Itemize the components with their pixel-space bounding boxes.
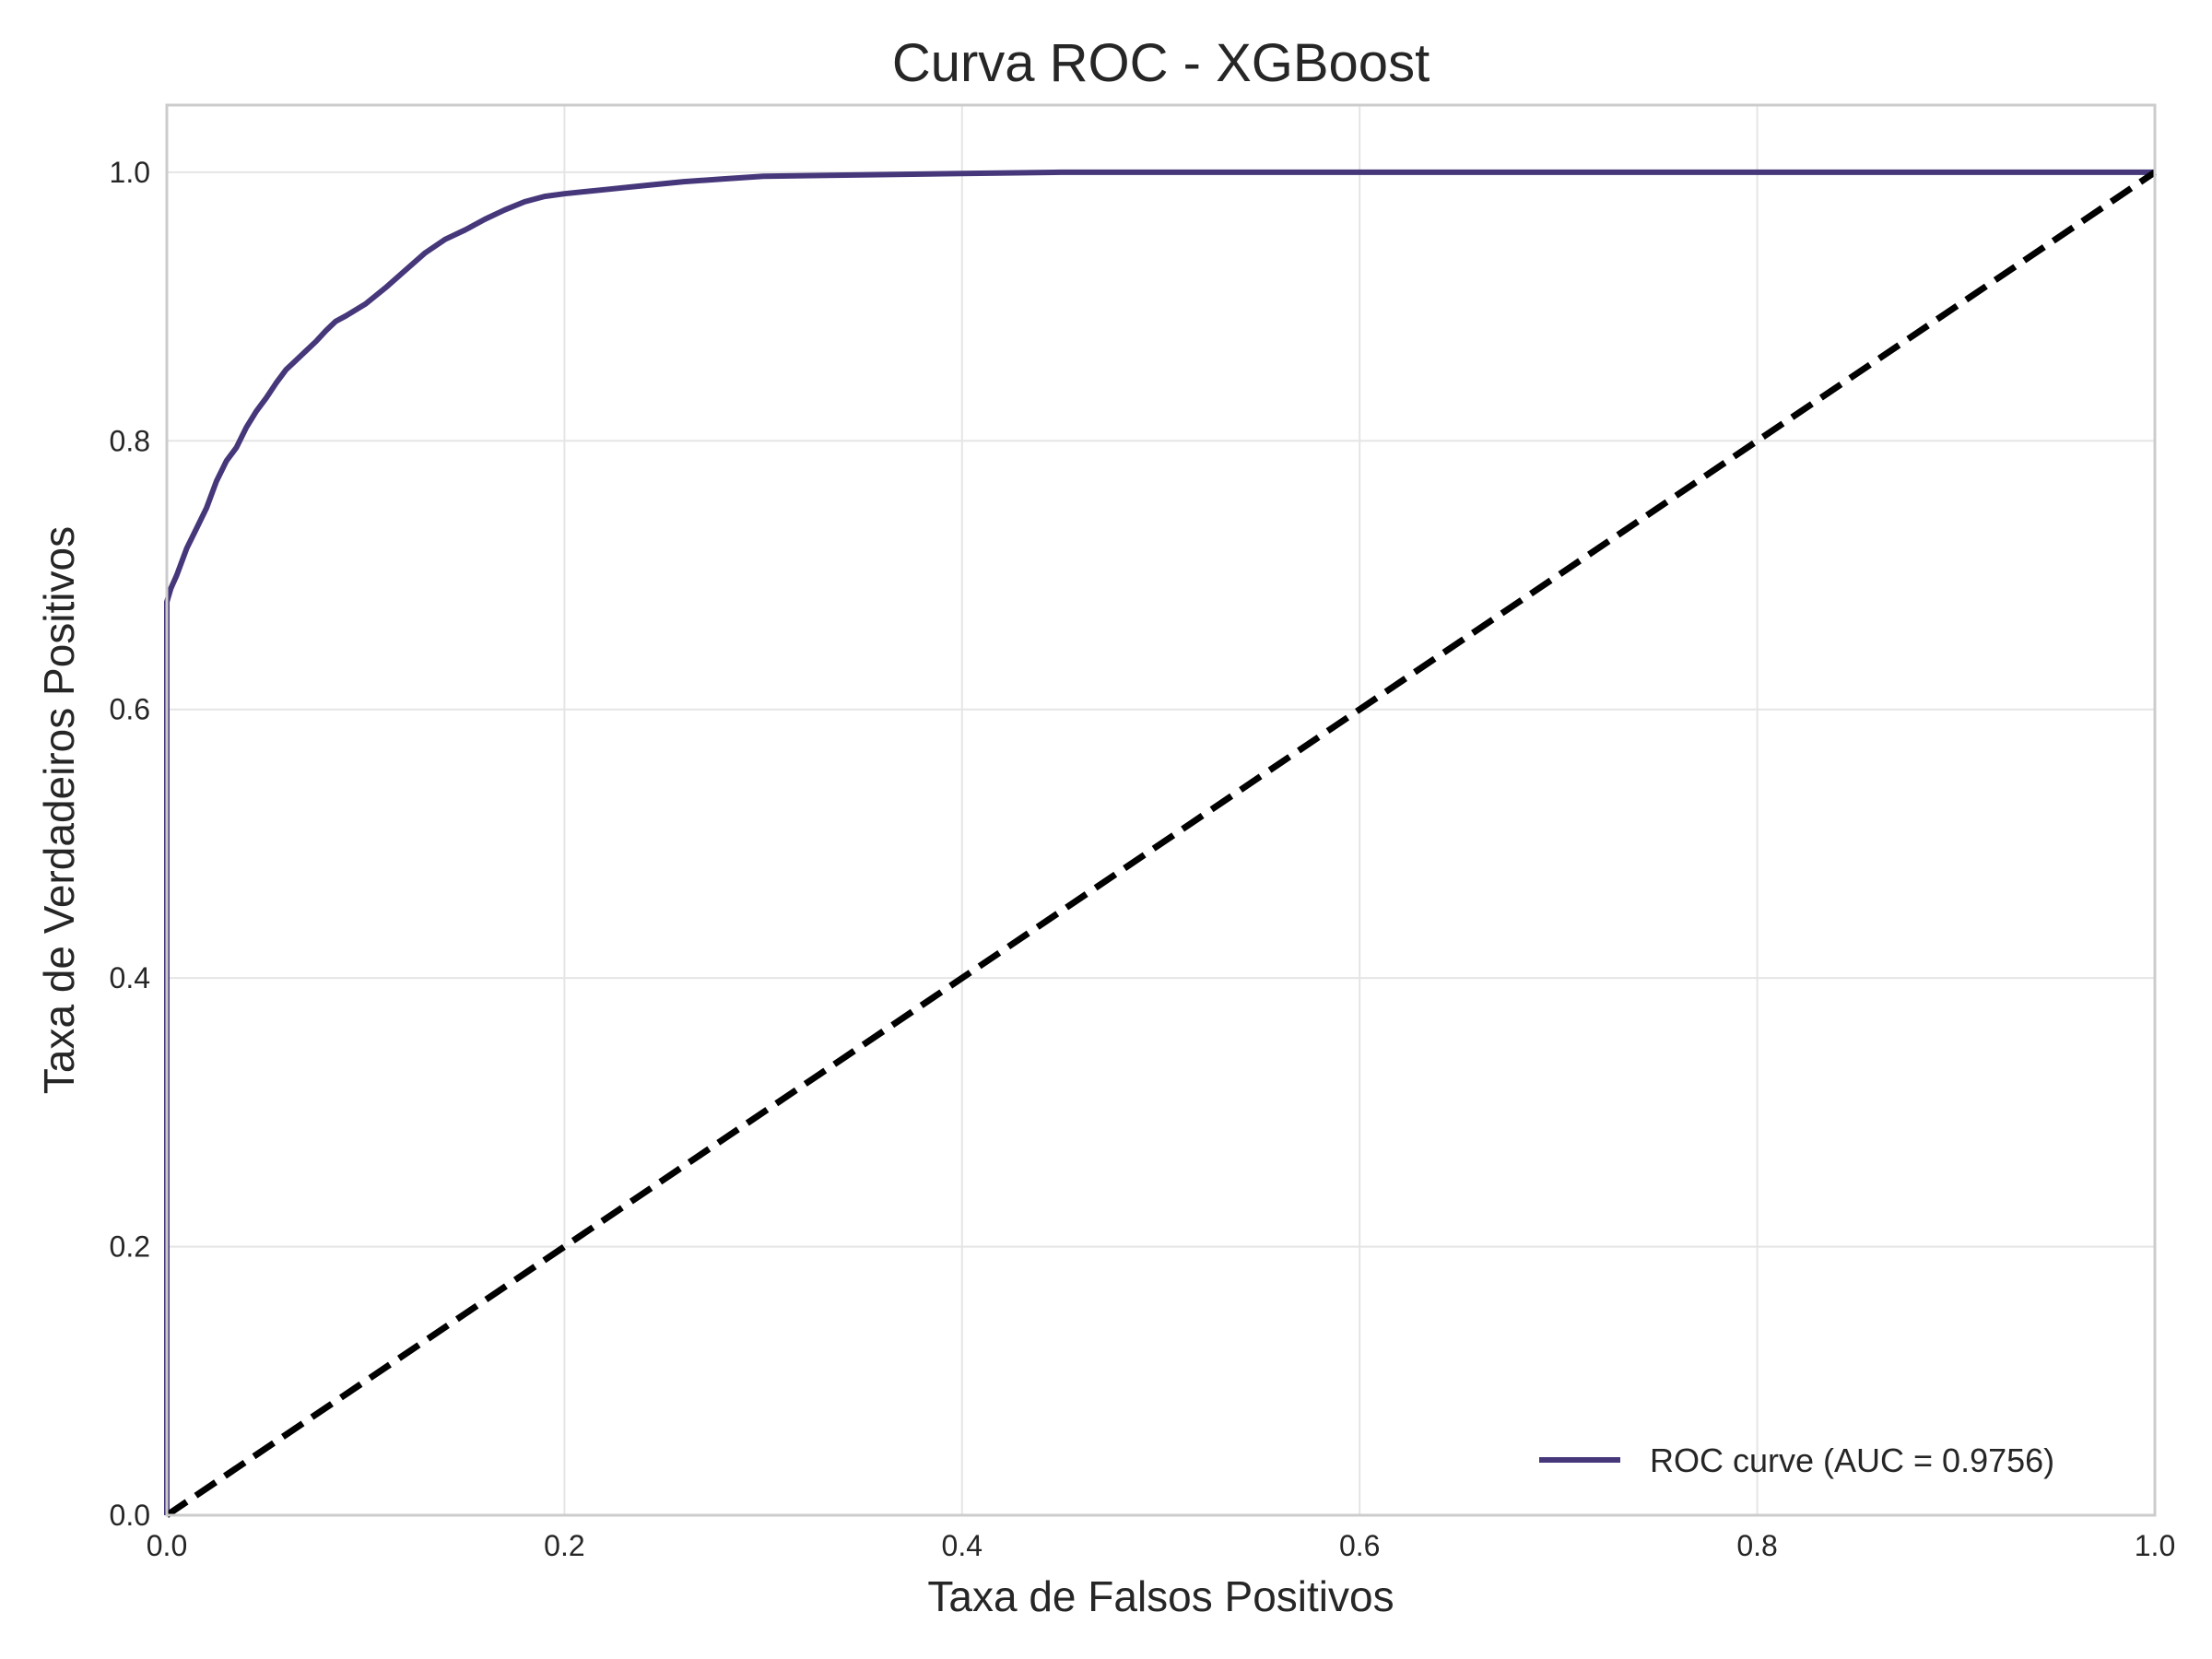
y-tick-labels: 0.0 0.2 0.4 0.6 0.8 1.0 (110, 156, 150, 1532)
legend: ROC curve (AUC = 0.9756) (1539, 1441, 2054, 1479)
x-tick-label: 0.0 (147, 1529, 187, 1562)
chart-title: Curva ROC - XGBoost (892, 33, 1430, 93)
roc-curve-line (164, 169, 2155, 1515)
plot-frame (165, 103, 2157, 1517)
x-tick-label: 0.2 (544, 1529, 584, 1562)
series-layer (164, 169, 2157, 1518)
y-tick-label: 0.4 (110, 961, 150, 994)
x-tick-label: 0.6 (1339, 1529, 1380, 1562)
y-tick-label: 0.6 (110, 693, 150, 726)
y-tick-label: 0.2 (110, 1230, 150, 1264)
y-tick-label: 1.0 (110, 156, 150, 189)
x-tick-label: 0.8 (1736, 1529, 1777, 1562)
y-axis-label: Taxa de Verdadeiros Positivos (35, 526, 83, 1094)
y-tick-label: 0.8 (110, 424, 150, 457)
x-axis-label: Taxa de Falsos Positivos (927, 1572, 1394, 1620)
legend-label-roc: ROC curve (AUC = 0.9756) (1650, 1441, 2054, 1479)
y-tick-label: 0.0 (110, 1499, 150, 1532)
x-tick-label: 1.0 (2135, 1529, 2175, 1562)
diagonal-reference-line (165, 169, 2157, 1518)
x-tick-labels: 0.0 0.2 0.4 0.6 0.8 1.0 (147, 1529, 2175, 1562)
x-tick-label: 0.4 (942, 1529, 982, 1562)
